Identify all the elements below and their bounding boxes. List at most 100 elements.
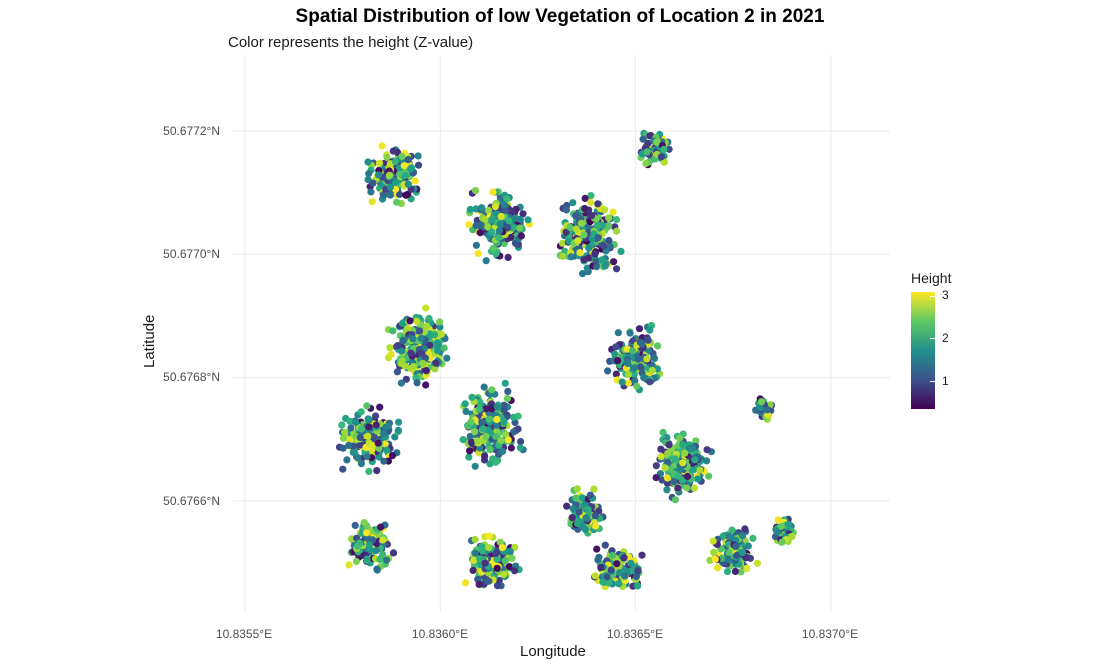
data-point [579,270,587,278]
data-point [485,206,493,215]
data-point [484,223,492,231]
data-point [788,532,796,541]
data-point [732,542,740,551]
data-point [398,357,406,365]
data-point [507,233,515,241]
data-point [601,206,609,214]
data-point [586,491,594,499]
data-point [398,347,406,355]
data-point [404,180,412,188]
data-point [591,572,599,580]
data-point [380,429,388,437]
data-point [343,456,351,464]
data-point [495,234,503,242]
data-point [351,521,359,530]
data-point [474,437,482,445]
data-point [613,560,621,568]
data-point [357,425,366,433]
data-point [395,418,403,426]
data-point [773,528,781,536]
data-point [597,563,605,572]
data-point [493,415,501,424]
data-point [660,145,668,154]
data-point [591,512,599,520]
data-point [475,405,483,413]
data-point [753,559,762,567]
data-point [644,336,652,344]
data-point [354,454,362,462]
data-point [724,555,732,563]
data-point [524,216,532,224]
data-point [671,496,680,504]
data-point [383,446,391,454]
data-point [501,379,509,387]
data-point [676,434,684,442]
data-point [611,350,619,358]
data-point [646,378,654,386]
data-point [639,135,647,143]
data-point [674,472,683,480]
data-point [671,455,679,463]
legend-tick-label-3: 3 [942,288,949,302]
data-point [497,436,505,444]
data-point [684,472,692,481]
data-point [466,205,474,213]
data-point [377,523,385,531]
data-point [496,220,504,228]
data-point [407,349,415,357]
data-point [475,580,483,589]
data-point [349,448,357,456]
data-point [612,216,621,224]
data-point [604,367,612,375]
data-point [434,340,443,348]
x-tick-label-10.8370: 10.8370°E [801,627,859,641]
data-point [694,475,702,483]
data-point [575,508,583,516]
data-point [401,362,409,370]
data-point [607,566,615,574]
data-point [587,192,595,200]
data-point [498,447,507,455]
data-point [478,204,486,212]
data-point [590,485,598,493]
data-point [347,424,355,432]
data-point [650,354,658,362]
data-point [500,201,508,209]
data-point [476,399,484,407]
data-point [388,452,397,460]
data-point [434,347,442,355]
data-point [743,564,751,573]
data-point [728,526,736,534]
data-point [566,223,574,231]
data-point [382,556,391,564]
data-point [517,232,526,240]
data-point [476,229,484,237]
data-point [614,357,622,365]
chart-title: Spatial Distribution of low Vegetation o… [295,6,825,27]
data-point [417,349,426,357]
data-point [574,237,582,245]
data-point [583,264,591,272]
data-point [610,258,618,266]
data-point [479,425,487,433]
data-point [573,485,581,493]
data-point [471,187,480,195]
data-point [660,158,668,166]
data-point [386,344,394,352]
data-point [587,212,596,220]
data-point [504,224,512,232]
data-point [657,153,666,161]
data-point [737,568,745,576]
data-point [430,331,439,339]
data-point [612,343,620,351]
data-point [605,214,613,222]
data-point [504,387,512,395]
data-point [514,425,522,433]
data-point [749,534,757,542]
data-point [516,224,524,232]
data-point [409,363,418,371]
data-point [492,549,500,558]
data-point [401,171,409,179]
data-point [674,484,682,492]
